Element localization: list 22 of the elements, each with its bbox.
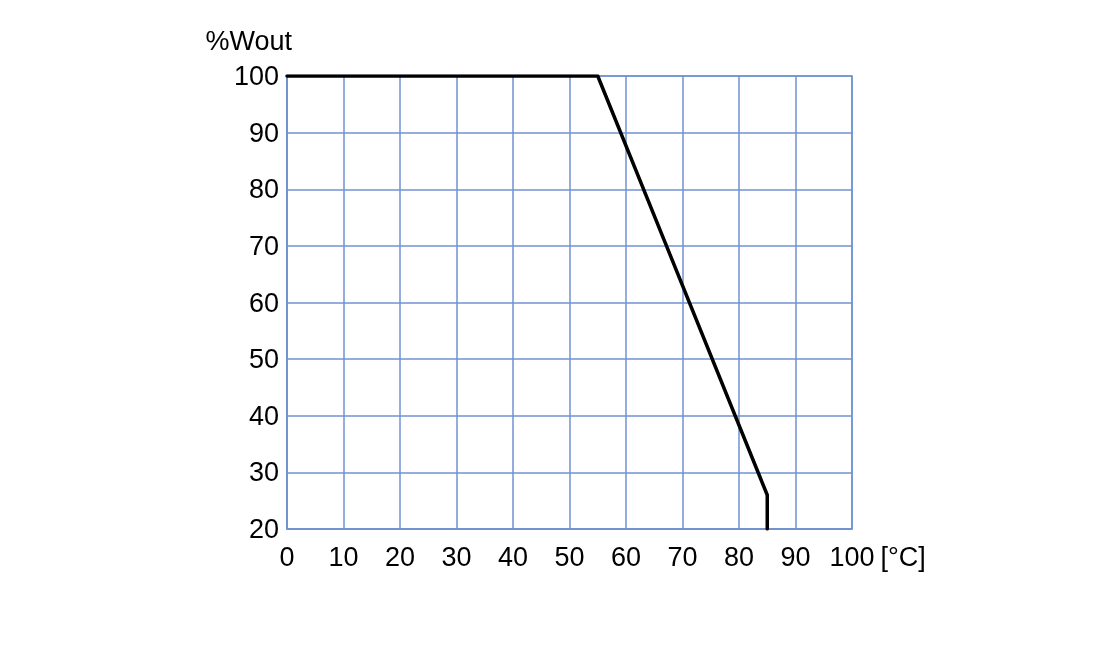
x-tick-label: 80	[723, 541, 755, 572]
x-tick-label: 20	[384, 541, 416, 572]
y-tick-label: 70	[248, 230, 279, 261]
x-tick-label: 70	[667, 541, 698, 572]
x-tick-label: 50	[554, 541, 585, 572]
x-tick-label: 100	[829, 541, 875, 572]
y-tick-label: 50	[248, 344, 279, 375]
y-axis-title: %Wout	[205, 25, 293, 56]
y-tick-label: 80	[248, 174, 279, 205]
x-tick-label: 30	[441, 541, 472, 572]
x-tick-label: 0	[279, 541, 295, 572]
x-tick-label: 90	[780, 541, 811, 572]
x-axis-title: [°C]	[880, 541, 926, 572]
y-tick-label: 100	[233, 61, 279, 91]
x-tick-label: 10	[328, 541, 359, 572]
y-tick-label: 60	[248, 287, 279, 318]
y-tick-label: 30	[248, 457, 279, 488]
y-tick-label: 40	[248, 400, 279, 431]
y-tick-label: 20	[248, 514, 279, 544]
x-tick-label: 40	[497, 541, 529, 572]
y-tick-label: 90	[248, 117, 279, 148]
x-tick-label: 60	[610, 541, 642, 572]
